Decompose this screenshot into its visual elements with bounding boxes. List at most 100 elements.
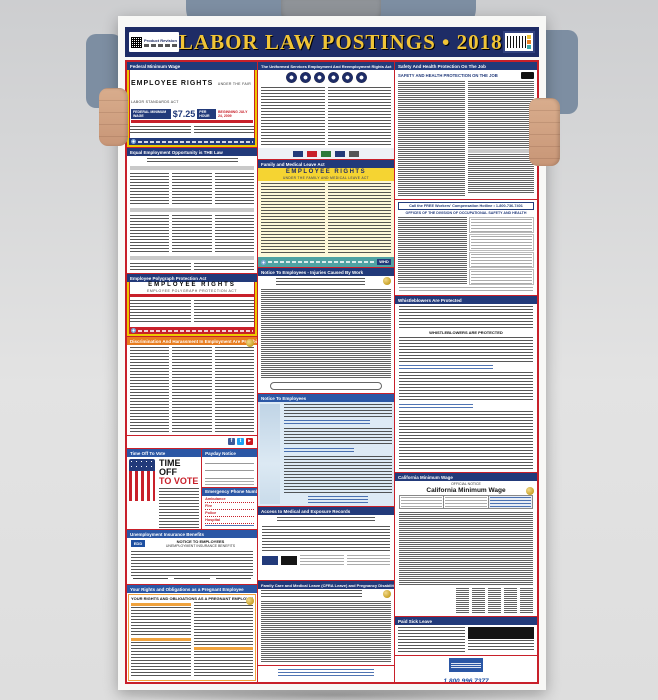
note-line: [451, 664, 481, 666]
text-block: [214, 347, 254, 433]
text-block: [470, 236, 532, 251]
text-block: [261, 601, 391, 663]
text-block: [470, 270, 532, 285]
text-block: [261, 183, 325, 255]
section-whistleblowers: Whistleblowers Are Protected WHISTLEBLOW…: [395, 296, 537, 472]
agency-logos-row: [258, 554, 394, 566]
notice-text: [282, 402, 394, 506]
office-cell: [468, 251, 534, 268]
text-block: [470, 219, 532, 234]
whd-logo: WHD: [377, 259, 391, 265]
social-icons-row: f t ▸: [127, 436, 257, 447]
text-block: [277, 517, 375, 523]
fmla-footer-bar: WHD: [258, 257, 394, 267]
text-block: [327, 87, 391, 146]
osha-logo: [281, 555, 297, 565]
military-seal-icon: [355, 72, 367, 83]
footer-text-line: [138, 329, 253, 332]
state-seal-icon: [383, 590, 391, 598]
military-seal-icon: [341, 72, 353, 83]
text-block: [398, 217, 467, 285]
text-block: [284, 456, 392, 494]
section-eeo-is-the-law: Equal Employment Opportunity is THE Law: [127, 148, 257, 273]
text-block: [159, 488, 200, 528]
section-header: Family Care and Medical Leave (CFRA Leav…: [258, 581, 394, 589]
offices-cells: [468, 217, 534, 285]
sub-section-bar: [130, 256, 254, 260]
footer-text-line: [268, 261, 375, 263]
section-header: Payday Notice: [202, 449, 257, 457]
chip-orange: [527, 40, 531, 44]
injuries-title-lines: [261, 277, 380, 287]
notice-content: [258, 402, 394, 506]
emergency-label: Hospital: [205, 517, 221, 522]
osha-text-columns: [395, 79, 537, 199]
publisher-footer: 1.800.996.7377 4 .com: [395, 656, 537, 682]
section-header: Employee Polygraph Protection Act: [127, 274, 257, 282]
ballot-stripes: [129, 471, 155, 501]
text-block: [261, 289, 391, 378]
link-text-block: [399, 365, 493, 370]
emergency-row: Police: [205, 511, 254, 517]
poster-header-band: Product Revision LABOR LAW POSTINGS • 20…: [125, 27, 539, 57]
userra-text-columns: [258, 85, 394, 148]
pregnant-title: YOUR RIGHTS AND OBLIGATIONS AS A PREGNAN…: [131, 596, 253, 601]
emergency-row: Hospital: [205, 518, 254, 524]
section-header: Safety And Health Protection On The Job: [395, 62, 537, 70]
product-revision-detail: [144, 43, 177, 47]
polygraph-text-columns: [127, 298, 257, 326]
fmla-text-columns: [258, 181, 394, 257]
sickleave-right-col: [467, 627, 534, 653]
vote-headline-1: TIME OFF: [159, 458, 181, 477]
flsa-text-columns: [127, 124, 257, 137]
unemployment-titles: NOTICE TO EMPLOYEES UNEMPLOYMENT INSURAN…: [148, 539, 253, 549]
right-column: Safety And Health Protection On The Job …: [395, 62, 537, 682]
text-block: [445, 496, 487, 509]
cfra-title-lines: [261, 590, 380, 599]
text-block: [193, 126, 254, 135]
logo-icon: [293, 150, 303, 157]
wage-effective: BEGINNING JULY 24, 2009: [217, 110, 248, 118]
text-block: [172, 347, 212, 433]
chip-teal: [527, 45, 531, 49]
section-header: Time Off To Vote: [127, 449, 202, 457]
discrimination-text-columns: [127, 345, 257, 435]
link-text-block: [284, 420, 371, 426]
section-header: Access to Medical and Exposure Records: [258, 507, 394, 515]
text-block: [261, 590, 363, 599]
dol-seal-icon: [131, 328, 136, 333]
office-cell: [468, 217, 534, 234]
section-discrimination-harassment: Discrimination And Harassment In Employm…: [127, 337, 257, 435]
osha-col: [398, 81, 465, 197]
section-medical-exposure-records: Access to Medical and Exposure Records: [258, 507, 394, 580]
number-column: [472, 588, 485, 614]
signature-line: [174, 578, 210, 582]
social-strip: f t ▸: [127, 436, 257, 448]
section-header: Notice To Employees: [258, 394, 394, 402]
military-seal-icon: [313, 72, 325, 83]
logo-icon: [349, 150, 359, 157]
center-column: The Uniformed Services Employment And Re…: [258, 62, 394, 682]
eeo-text-columns: [127, 213, 257, 255]
text-block: [401, 496, 443, 509]
form-line: [205, 458, 254, 464]
official-notice-label: OFFICIAL NOTICE: [451, 482, 481, 486]
text-block: [275, 278, 366, 286]
section-header: Your Rights and Obligations as a Pregnan…: [127, 585, 257, 593]
eeo-text-columns: [127, 171, 257, 207]
military-seal-icon: [327, 72, 339, 83]
eeo-text-columns: [127, 261, 257, 273]
offices-table: [395, 216, 537, 286]
text-block: [205, 524, 254, 528]
text-block: [130, 300, 191, 324]
section-header: Equal Employment Opportunity is THE Law: [127, 148, 257, 156]
rate-schedule-columns: [395, 587, 537, 616]
fmla-banner-title: EMPLOYEE RIGHTS: [285, 169, 367, 175]
osha-col: [467, 81, 534, 197]
text-block: [399, 372, 533, 402]
state-seal-icon: [246, 339, 254, 347]
whd-seal-icon: [131, 139, 136, 144]
number-column: [520, 588, 533, 614]
text-block: [399, 411, 533, 470]
